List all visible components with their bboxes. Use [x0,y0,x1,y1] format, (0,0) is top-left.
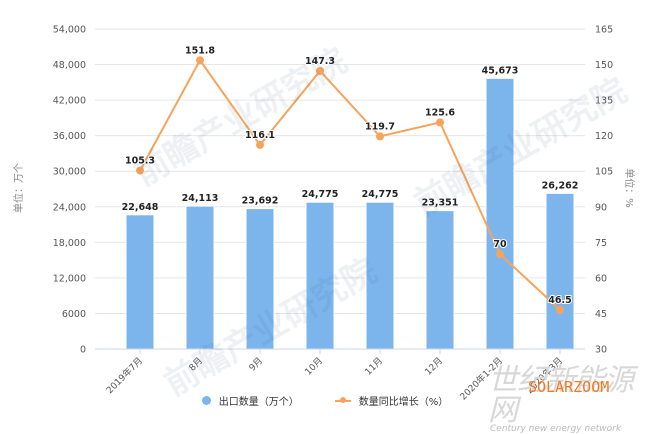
line-value-label: 151.8 [185,45,215,56]
line-legend-icon [334,397,351,403]
line-value-label: 46.5 [548,295,571,306]
left-tick-label: 12,000 [53,273,86,284]
x-tick-label: 2020年3月 [524,355,565,396]
legend-item-bar[interactable]: 出口数量（万个） [201,393,299,408]
right-axis-ticks: 30 45 60 75 90 105 120 135 150 165 [595,25,613,356]
left-axis-title: 单位：万个 [12,163,25,213]
bar-data-labels: 22,648 24,113 23,692 24,775 24,775 23,351 45,6… [122,65,579,212]
left-tick-label: 48,000 [53,60,86,71]
chart-legend: 出口数量（万个） 数量同比增长（%） [0,393,650,408]
right-axis-title: 单位：% [623,168,636,208]
x-tick-label: 12月 [423,355,445,377]
right-tick-label: 135 [595,96,613,107]
bar[interactable] [305,201,335,350]
line-value-label: 116.1 [245,130,275,141]
line-point[interactable] [436,118,444,127]
bar-legend-icon [201,396,211,405]
bar-value-label: 24,775 [302,189,339,200]
left-tick-label: 54,000 [53,25,86,36]
line-data-labels: 105.3 151.8 116.1 147.3 119.7 125.6 70 46.5 [124,44,573,307]
bar[interactable] [185,205,215,350]
right-tick-label: 45 [595,309,607,320]
right-tick-label: 105 [595,167,613,178]
right-tick-label: 75 [595,238,607,249]
line-value-label: 147.3 [305,56,335,67]
left-tick-label: 24,000 [53,202,86,213]
left-tick-label: 30,000 [53,167,86,178]
line-value-label: 119.7 [365,121,395,132]
line-point[interactable] [136,166,144,175]
brand-subtitle: Century new energy network [490,424,622,434]
bar[interactable] [245,208,275,350]
line-point[interactable] [196,56,204,65]
bar[interactable] [485,77,515,350]
legend-label-line: 数量同比增长（%） [358,397,449,408]
x-tick-label: 11月 [363,355,385,377]
left-tick-label: 0 [80,345,86,356]
bar-value-label: 45,673 [482,65,519,76]
bar-value-label: 24,775 [362,189,399,200]
combo-chart: 0 6000 12,000 18,000 24,000 30,000 36,000 42,00… [12,25,636,403]
bar-value-label: 24,113 [182,193,219,204]
x-tick-label: 8月 [187,355,205,373]
line-series [136,56,564,314]
line-point[interactable] [256,140,264,149]
right-tick-label: 120 [595,131,613,142]
left-tick-label: 36,000 [53,131,86,142]
right-tick-label: 165 [595,25,613,36]
bar[interactable] [425,210,455,350]
line-point[interactable] [556,305,564,314]
line-point[interactable] [316,66,324,75]
bar-value-label: 23,692 [242,196,279,207]
legend-item-line[interactable]: 数量同比增长（%） [334,393,449,408]
right-tick-label: 150 [595,60,613,71]
line-path [139,58,561,311]
line-value-label: 70 [493,239,507,250]
bar[interactable] [365,201,395,350]
gridlines [95,28,585,314]
left-tick-label: 18,000 [53,238,86,249]
left-axis-ticks: 0 6000 12,000 18,000 24,000 30,000 36,000 42,00… [53,25,86,356]
bar-value-label: 26,262 [542,180,579,191]
bar-series [125,77,575,350]
left-tick-label: 42,000 [53,96,86,107]
right-tick-label: 90 [595,202,607,213]
bar-value-label: 22,648 [122,202,159,213]
line-value-label: 125.6 [425,107,455,118]
x-tick-label: 10月 [303,355,325,377]
legend-label-bar: 出口数量（万个） [218,397,299,408]
x-tick-label: 9月 [247,355,265,373]
line-value-label: 105.3 [125,156,155,167]
right-tick-label: 60 [595,273,607,284]
line-point[interactable] [376,132,384,141]
bar[interactable] [545,192,575,350]
bar-value-label: 23,351 [422,198,459,209]
bar[interactable] [125,214,155,350]
x-tick-label: 2019年7月 [104,355,145,396]
left-tick-label: 6000 [62,309,86,320]
line-point[interactable] [496,250,504,259]
right-tick-label: 30 [595,345,607,356]
